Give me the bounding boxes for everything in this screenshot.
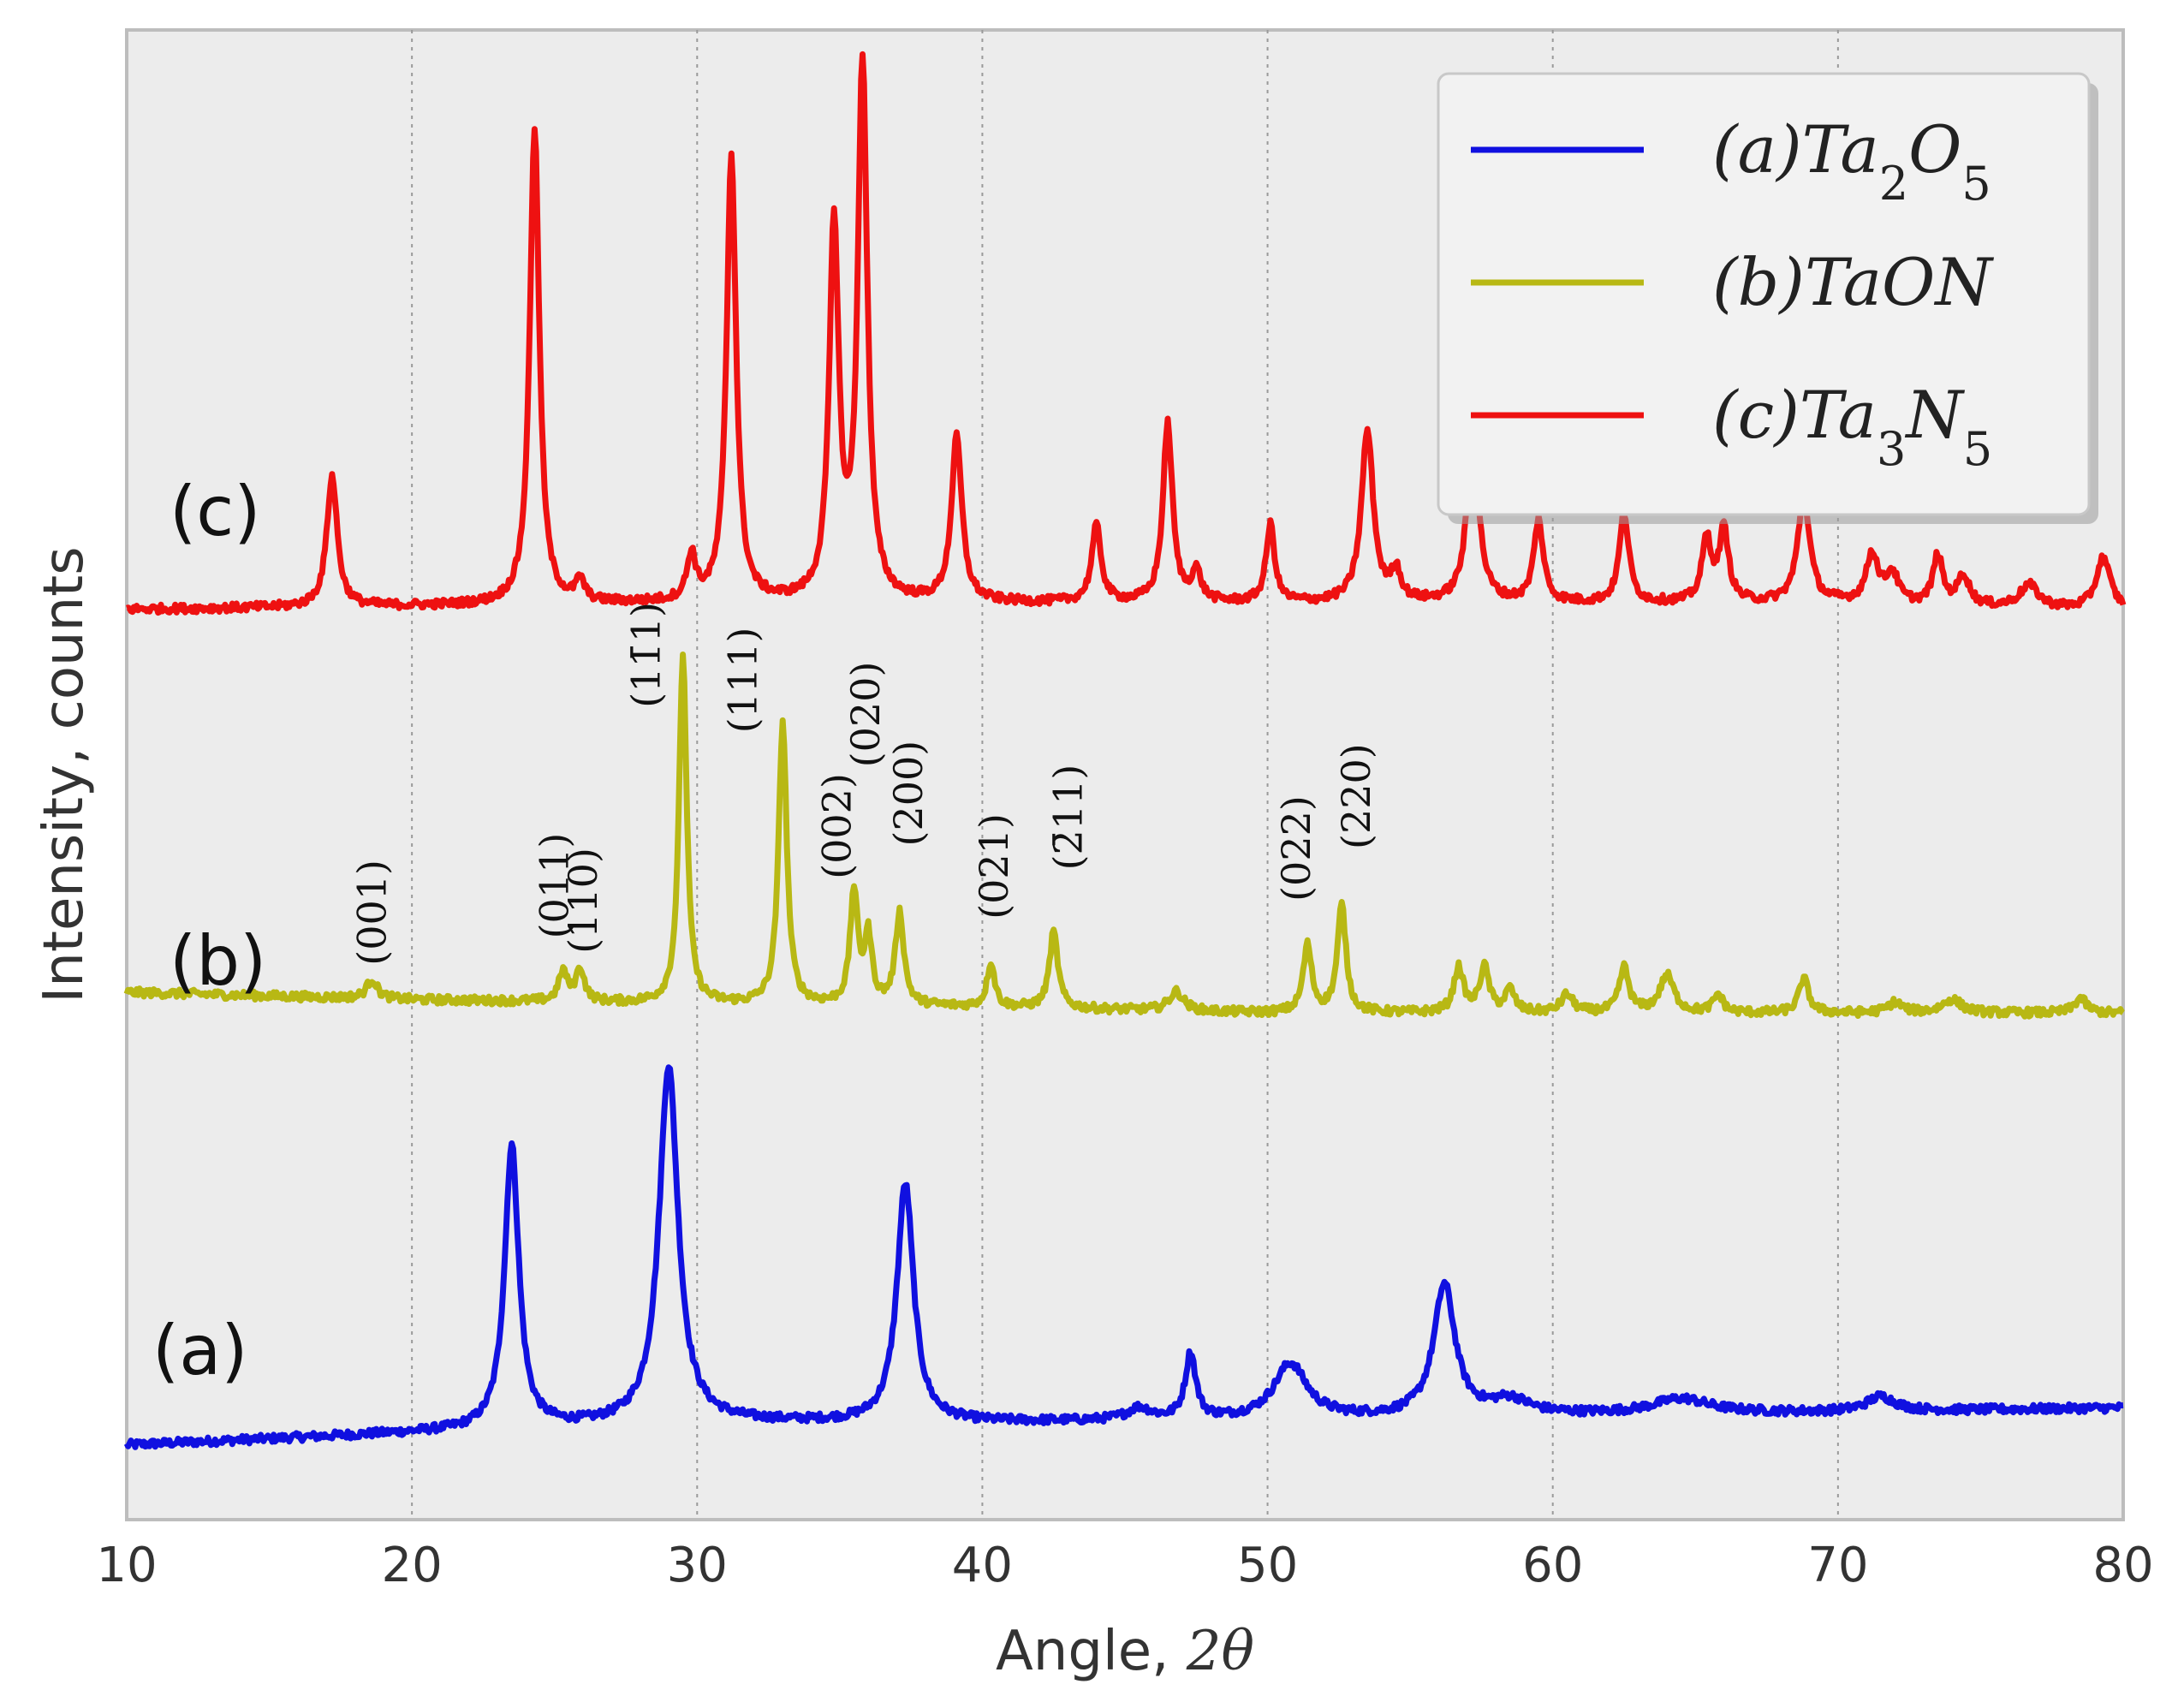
- x-tick-label: 20: [382, 1538, 443, 1593]
- legend-box: [1437, 72, 2091, 516]
- peak-label: (220): [1333, 743, 1379, 849]
- peak-annotations: (001) (011)(110) (11̄1) (111) (002) (020)(200…: [349, 602, 1379, 966]
- series-line-b: [123, 652, 2125, 1020]
- legend: (a)Ta2O5 (b)TaON (c)Ta3N5: [1437, 72, 2098, 524]
- y-axis-title: Intensity, counts: [33, 546, 96, 1003]
- x-tick-label: 70: [1807, 1538, 1868, 1593]
- legend-label-b: (b)TaON: [1712, 244, 1994, 320]
- peak-label: (002): [814, 773, 860, 879]
- curve-labels: (a) (b) (c): [152, 472, 266, 1390]
- x-axis-title: Angle, 2θ: [996, 1620, 1254, 1683]
- x-tick-label: 60: [1522, 1538, 1583, 1593]
- peak-label: (021): [971, 813, 1017, 919]
- peak-label: (11̄1): [622, 602, 669, 708]
- x-tick-label: 30: [667, 1538, 728, 1593]
- series-group: [123, 51, 2127, 1450]
- peak-label: (011): [532, 833, 578, 939]
- series-line-c: [125, 51, 2127, 616]
- curve-label-b: (b): [170, 921, 266, 1001]
- curve-label-a: (a): [152, 1311, 247, 1390]
- peak-label: (020): [842, 662, 889, 768]
- peak-label: (001): [349, 860, 396, 966]
- x-tick-label: 10: [96, 1538, 157, 1593]
- peak-label: (200): [885, 741, 931, 847]
- x-tick-label: 50: [1237, 1538, 1298, 1593]
- legend-label-a: (a)Ta2O5: [1712, 111, 1991, 211]
- peak-label: (111): [720, 628, 766, 734]
- x-axis-ticks: 10 20 30 40 50 60 70 80: [96, 1538, 2153, 1593]
- curve-label-c: (c): [170, 472, 260, 551]
- peak-label: (2̄11): [1044, 765, 1091, 871]
- legend-label-c: (c)Ta3N5: [1712, 377, 1992, 476]
- x-tick-label: 40: [952, 1538, 1013, 1593]
- x-tick-label: 80: [2092, 1538, 2153, 1593]
- peak-label: (022): [1273, 795, 1319, 902]
- peak-label: (110): [560, 848, 606, 954]
- series-line-a: [123, 1064, 2125, 1450]
